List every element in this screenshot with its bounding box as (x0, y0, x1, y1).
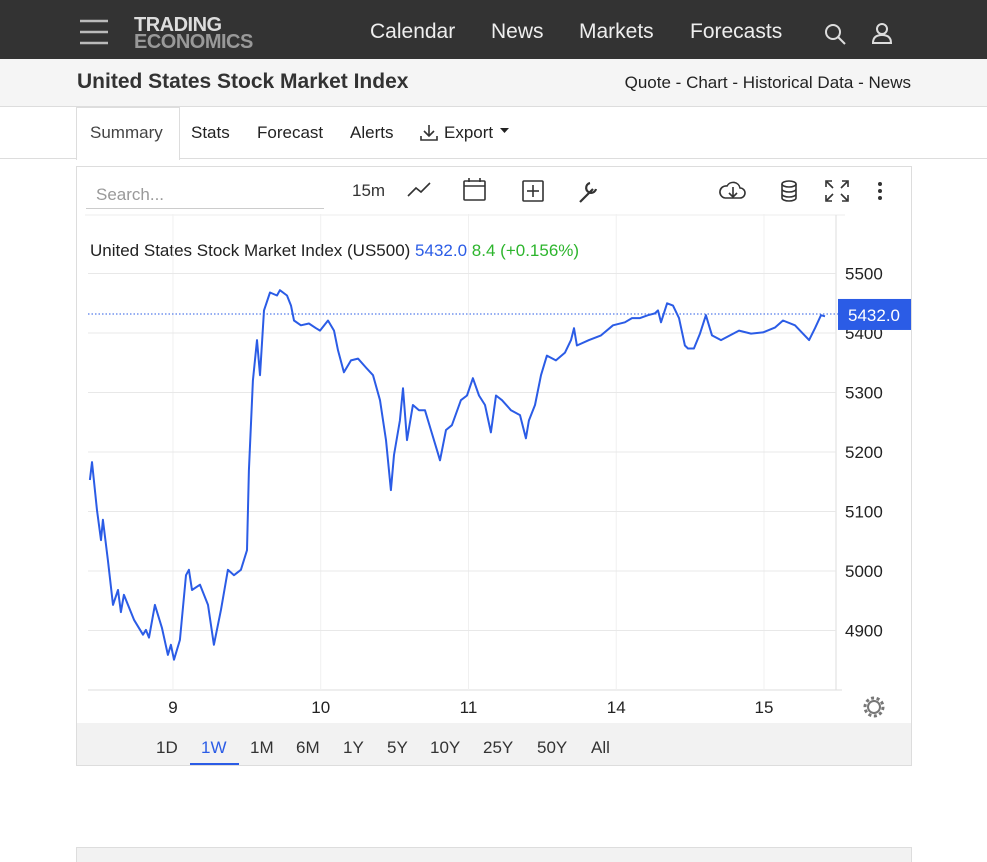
search-icon[interactable] (823, 22, 847, 46)
tab[interactable]: Forecast (257, 123, 324, 142)
menu-button[interactable] (78, 18, 110, 46)
link[interactable]: Quote (624, 73, 671, 92)
sub-header (0, 59, 987, 107)
link[interactable]: Historical Data (742, 73, 854, 92)
settings-icon[interactable] (863, 696, 885, 718)
download-icon (420, 125, 438, 141)
y-tick-label: 5100 (845, 503, 883, 522)
search-placeholder[interactable]: Search... (96, 185, 165, 204)
price-line (88, 289, 826, 661)
tab[interactable]: Summary (90, 123, 163, 142)
change-percent: (+0.156%) (500, 241, 579, 260)
range-bar (77, 723, 911, 765)
range-button[interactable]: 25Y (483, 738, 514, 757)
more-icon[interactable] (878, 182, 882, 200)
search-box[interactable] (86, 180, 324, 209)
separator: - (732, 73, 739, 92)
change: 8.4 (472, 241, 496, 260)
tools-icon[interactable] (579, 181, 598, 203)
y-tick-label: 5300 (845, 384, 883, 403)
range-button[interactable]: All (591, 738, 610, 757)
nav-link[interactable]: Calendar (370, 20, 456, 43)
active-tab (76, 107, 180, 160)
chart-toolbar (407, 178, 882, 203)
tab[interactable]: Export (444, 123, 494, 142)
chart-panel (76, 166, 912, 766)
chart-legend: United States Stock Market Index (US500)… (90, 241, 579, 260)
tab[interactable]: Stats (191, 123, 230, 142)
tab[interactable]: Alerts (350, 123, 394, 142)
header-links: Quote - Chart - Historical Data - News (625, 73, 911, 93)
line-icon[interactable] (407, 182, 431, 197)
link[interactable]: Chart (686, 73, 728, 92)
nav-link[interactable]: Markets (579, 20, 654, 43)
series-name: United States Stock Market Index (US500) (90, 241, 410, 260)
caret (500, 128, 509, 133)
separator: - (675, 73, 682, 92)
x-tick-label: 15 (755, 698, 774, 717)
active-range-indicator (190, 763, 239, 765)
page-title: United States Stock Market Index (77, 70, 409, 93)
range-button[interactable]: 50Y (537, 738, 568, 757)
x-tick-label: 14 (607, 698, 626, 717)
range-button[interactable]: 1D (156, 738, 178, 757)
last-price-box (838, 298, 911, 330)
x-tick-label: 9 (168, 698, 177, 717)
nav-link[interactable]: Forecasts (690, 20, 783, 43)
tabs (0, 107, 987, 159)
range-button[interactable]: 1W (201, 738, 227, 757)
user-icon[interactable] (870, 21, 894, 45)
last-price-label: 5432.0 (848, 306, 900, 325)
last-price: 5432.0 (415, 241, 467, 260)
next-panel (76, 847, 912, 862)
x-tick-label: 11 (460, 698, 478, 717)
data-icon[interactable] (781, 180, 797, 202)
nav-link[interactable]: News (491, 20, 544, 43)
top-nav (0, 0, 987, 59)
range-button[interactable]: 6M (296, 738, 320, 757)
link[interactable]: News (868, 73, 911, 92)
logo[interactable]: TRADING (134, 14, 222, 36)
x-tick-label: 10 (311, 698, 330, 717)
interval[interactable]: 15m (352, 181, 386, 200)
calendar-icon[interactable] (463, 178, 486, 201)
add-icon[interactable] (522, 180, 544, 202)
range-button[interactable]: 1M (250, 738, 274, 757)
y-tick-label: 5000 (845, 562, 883, 581)
y-tick-label: 5200 (845, 443, 883, 462)
fullscreen-icon[interactable] (825, 180, 849, 202)
logo[interactable]: ECONOMICS (134, 31, 253, 53)
y-tick-label: 5500 (845, 265, 883, 284)
download-chart-icon[interactable] (719, 181, 746, 199)
y-tick-label: 4900 (845, 622, 883, 641)
range-button[interactable]: 5Y (387, 738, 408, 757)
range-button[interactable]: 1Y (343, 738, 364, 757)
separator: - (858, 73, 864, 92)
range-button[interactable]: 10Y (430, 738, 461, 757)
chart: United States Stock Market Index (US500)… (85, 214, 911, 718)
